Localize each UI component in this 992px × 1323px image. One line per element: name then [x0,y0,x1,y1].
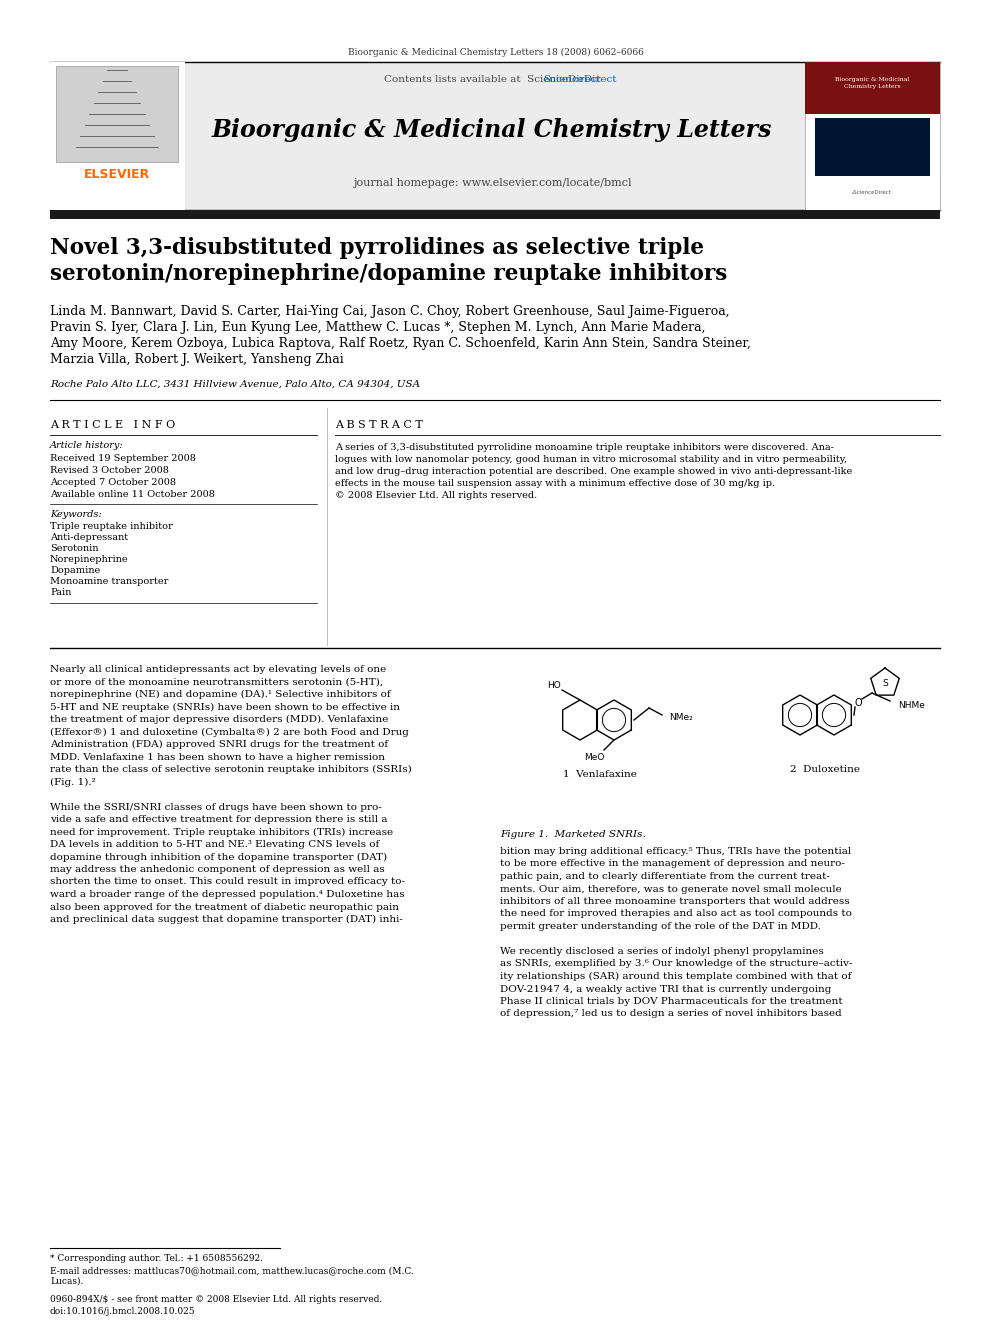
Text: Novel 3,3-disubstituted pyrrolidines as selective triple: Novel 3,3-disubstituted pyrrolidines as … [50,237,704,259]
Text: Pravin S. Iyer, Clara J. Lin, Eun Kyung Lee, Matthew C. Lucas *, Stephen M. Lync: Pravin S. Iyer, Clara J. Lin, Eun Kyung … [50,321,705,333]
Text: and low drug–drug interaction potential are described. One example showed in viv: and low drug–drug interaction potential … [335,467,852,476]
Text: S: S [882,679,888,688]
Text: 2  Duloxetine: 2 Duloxetine [790,765,860,774]
Bar [56,66,178,161]
Text: Norepinephrine: Norepinephrine [50,556,129,564]
Text: ity relationships (SAR) around this template combined with that of: ity relationships (SAR) around this temp… [500,972,851,982]
Text: vide a safe and effective treatment for depression there is still a: vide a safe and effective treatment for … [50,815,388,824]
Text: * Corresponding author. Tel.: +1 6508556292.: * Corresponding author. Tel.: +1 6508556… [50,1254,263,1263]
Text: Monoamine transporter: Monoamine transporter [50,577,169,586]
Text: Dopamine: Dopamine [50,566,100,576]
Text: While the SSRI/SNRI classes of drugs have been shown to pro-: While the SSRI/SNRI classes of drugs hav… [50,803,382,811]
Text: (Effexor®) 1 and duloxetine (Cymbalta®) 2 are both Food and Drug: (Effexor®) 1 and duloxetine (Cymbalta®) … [50,728,409,737]
Text: (Fig. 1).²: (Fig. 1).² [50,778,96,787]
Text: ₙScienceDirect: ₙScienceDirect [852,189,892,194]
Text: 1  Venlafaxine: 1 Venlafaxine [563,770,637,779]
Text: serotonin/norepinephrine/dopamine reuptake inhibitors: serotonin/norepinephrine/dopamine reupta… [50,263,727,284]
Text: norepinephrine (NE) and dopamine (DA).¹ Selective inhibitors of: norepinephrine (NE) and dopamine (DA).¹ … [50,691,391,699]
Text: Anti-depressant: Anti-depressant [50,533,128,542]
Text: logues with low nanomolar potency, good human in vitro microsomal stability and : logues with low nanomolar potency, good … [335,455,847,464]
Text: pathic pain, and to clearly differentiate from the current treat-: pathic pain, and to clearly differentiat… [500,872,830,881]
Bar [50,210,940,220]
Text: A B S T R A C T: A B S T R A C T [335,419,423,430]
Text: or more of the monoamine neurotransmitters serotonin (5-HT),: or more of the monoamine neurotransmitte… [50,677,383,687]
Text: Bioorganic & Medicinal
Chemistry Letters: Bioorganic & Medicinal Chemistry Letters [834,78,910,89]
Bar [805,62,940,114]
Text: Contents lists available at  ScienceDirect: Contents lists available at ScienceDirec… [384,75,600,85]
Text: as SNRIs, exemplified by 3.⁶ Our knowledge of the structure–activ-: as SNRIs, exemplified by 3.⁶ Our knowled… [500,959,852,968]
Text: © 2008 Elsevier Ltd. All rights reserved.: © 2008 Elsevier Ltd. All rights reserved… [335,491,538,500]
Text: Amy Moore, Kerem Ozboya, Lubica Raptova, Ralf Roetz, Ryan C. Schoenfeld, Karin A: Amy Moore, Kerem Ozboya, Lubica Raptova,… [50,337,751,351]
Text: Revised 3 October 2008: Revised 3 October 2008 [50,466,169,475]
Text: Pain: Pain [50,587,71,597]
Text: HO: HO [548,681,560,691]
Text: Accepted 7 October 2008: Accepted 7 October 2008 [50,478,176,487]
Text: Available online 11 October 2008: Available online 11 October 2008 [50,490,215,499]
Text: MDD. Venlafaxine 1 has been shown to have a higher remission: MDD. Venlafaxine 1 has been shown to hav… [50,753,385,762]
Text: A series of 3,3-disubstituted pyrrolidine monoamine triple reuptake inhibitors w: A series of 3,3-disubstituted pyrrolidin… [335,443,834,452]
Text: Serotonin: Serotonin [50,544,98,553]
Text: MeO: MeO [584,754,604,762]
Bar [815,118,930,176]
Text: 5-HT and NE reuptake (SNRIs) have been shown to be effective in: 5-HT and NE reuptake (SNRIs) have been s… [50,703,400,712]
Text: E-mail addresses: mattlucas70@hotmail.com, matthew.lucas@roche.com (M.C.: E-mail addresses: mattlucas70@hotmail.co… [50,1266,414,1275]
Text: Figure 1.  Marketed SNRIs.: Figure 1. Marketed SNRIs. [500,830,646,839]
Text: Roche Palo Alto LLC, 3431 Hillview Avenue, Palo Alto, CA 94304, USA: Roche Palo Alto LLC, 3431 Hillview Avenu… [50,380,421,389]
Text: shorten the time to onset. This could result in improved efficacy to-: shorten the time to onset. This could re… [50,877,405,886]
Text: may address the anhedonic component of depression as well as: may address the anhedonic component of d… [50,865,385,875]
Text: of depression,⁷ led us to design a series of novel inhibitors based: of depression,⁷ led us to design a serie… [500,1009,842,1019]
Text: ward a broader range of the depressed population.⁴ Duloxetine has: ward a broader range of the depressed po… [50,890,405,900]
Text: O: O [854,699,862,708]
Text: Bioorganic & Medicinal Chemistry Letters: Bioorganic & Medicinal Chemistry Letters [212,118,772,142]
Text: journal homepage: www.elsevier.com/locate/bmcl: journal homepage: www.elsevier.com/locat… [353,179,631,188]
Text: inhibitors of all three monoamine transporters that would address: inhibitors of all three monoamine transp… [500,897,849,906]
Text: Linda M. Bannwart, David S. Carter, Hai-Ying Cai, Jason C. Choy, Robert Greenhou: Linda M. Bannwart, David S. Carter, Hai-… [50,306,730,318]
Text: to be more effective in the management of depression and neuro-: to be more effective in the management o… [500,860,845,868]
Text: ScienceDirect: ScienceDirect [543,75,616,85]
Text: Article history:: Article history: [50,441,124,450]
Text: also been approved for the treatment of diabetic neuropathic pain: also been approved for the treatment of … [50,902,399,912]
Text: Administration (FDA) approved SNRI drugs for the treatment of: Administration (FDA) approved SNRI drugs… [50,740,388,749]
Bar [185,62,805,210]
Text: the need for improved therapies and also act as tool compounds to: the need for improved therapies and also… [500,909,852,918]
Text: ments. Our aim, therefore, was to generate novel small molecule: ments. Our aim, therefore, was to genera… [500,885,842,893]
Bar [50,62,185,210]
Text: Triple reuptake inhibitor: Triple reuptake inhibitor [50,523,173,531]
Text: and preclinical data suggest that dopamine transporter (DAT) inhi-: and preclinical data suggest that dopami… [50,916,403,925]
Text: bition may bring additional efficacy.⁵ Thus, TRIs have the potential: bition may bring additional efficacy.⁵ T… [500,847,851,856]
Text: NHMe: NHMe [898,700,925,709]
Text: A R T I C L E   I N F O: A R T I C L E I N F O [50,419,176,430]
Text: 0960-894X/$ - see front matter © 2008 Elsevier Ltd. All rights reserved.: 0960-894X/$ - see front matter © 2008 El… [50,1295,382,1304]
Text: DA levels in addition to 5-HT and NE.³ Elevating CNS levels of: DA levels in addition to 5-HT and NE.³ E… [50,840,379,849]
Text: Lucas).: Lucas). [50,1277,83,1286]
Text: permit greater understanding of the role of the DAT in MDD.: permit greater understanding of the role… [500,922,820,931]
Text: Bioorganic & Medicinal Chemistry Letters 18 (2008) 6062–6066: Bioorganic & Medicinal Chemistry Letters… [348,48,644,57]
Text: ELSEVIER: ELSEVIER [84,168,150,180]
Text: NMe₂: NMe₂ [669,713,692,721]
Text: need for improvement. Triple reuptake inhibitors (TRIs) increase: need for improvement. Triple reuptake in… [50,827,393,836]
Text: dopamine through inhibition of the dopamine transporter (DAT): dopamine through inhibition of the dopam… [50,852,387,861]
Text: DOV-21947 4, a weakly active TRI that is currently undergoing: DOV-21947 4, a weakly active TRI that is… [500,984,831,994]
Bar [805,62,940,210]
Text: Keywords:: Keywords: [50,509,101,519]
Text: Phase II clinical trials by DOV Pharmaceuticals for the treatment: Phase II clinical trials by DOV Pharmace… [500,998,842,1005]
Text: rate than the class of selective serotonin reuptake inhibitors (SSRIs): rate than the class of selective seroton… [50,765,412,774]
Text: effects in the mouse tail suspension assay with a minimum effective dose of 30 m: effects in the mouse tail suspension ass… [335,479,775,488]
Text: We recently disclosed a series of indolyl phenyl propylamines: We recently disclosed a series of indoly… [500,947,823,957]
Text: the treatment of major depressive disorders (MDD). Venlafaxine: the treatment of major depressive disord… [50,714,389,724]
Text: Nearly all clinical antidepressants act by elevating levels of one: Nearly all clinical antidepressants act … [50,665,386,673]
Text: Received 19 September 2008: Received 19 September 2008 [50,454,195,463]
Text: doi:10.1016/j.bmcl.2008.10.025: doi:10.1016/j.bmcl.2008.10.025 [50,1307,195,1316]
Text: Marzia Villa, Robert J. Weikert, Yansheng Zhai: Marzia Villa, Robert J. Weikert, Yanshen… [50,353,344,366]
